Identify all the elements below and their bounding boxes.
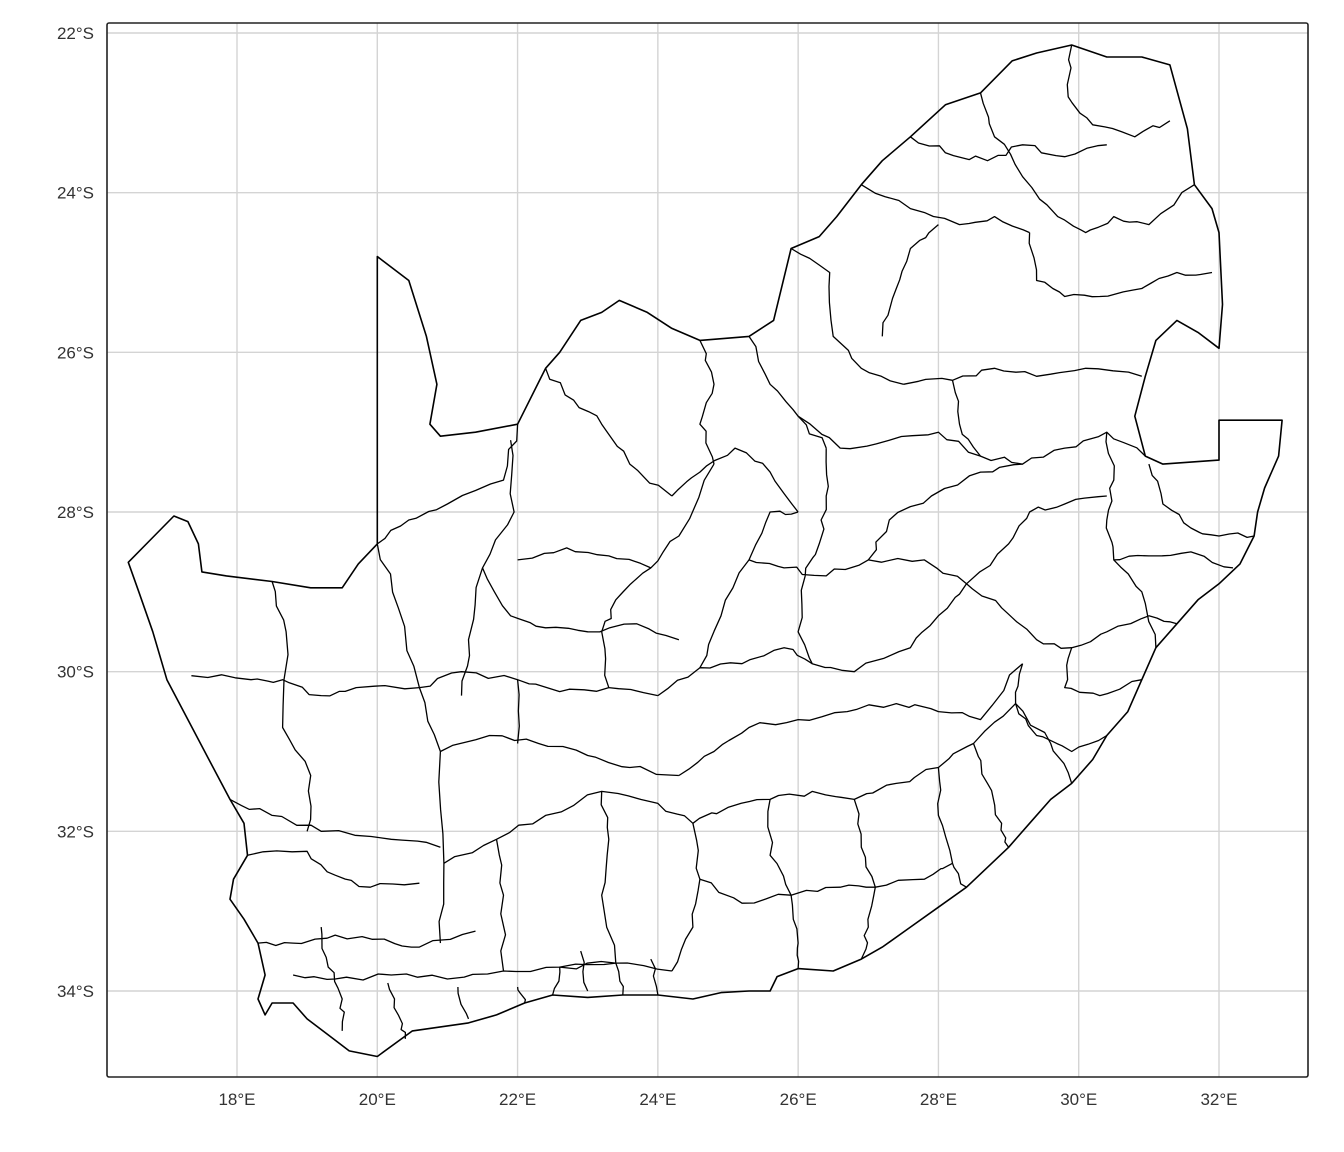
municipality-boundary [376, 424, 519, 545]
municipality-boundary [867, 463, 1023, 561]
municipality-boundary [881, 224, 939, 337]
municipality-boundary [229, 798, 441, 848]
x-tick-label: 26°E [780, 1090, 817, 1109]
x-tick-label: 22°E [499, 1090, 536, 1109]
x-tick-label: 18°E [218, 1090, 255, 1109]
y-tick-label: 24°S [57, 184, 94, 203]
graticule [107, 23, 1308, 1077]
map-panel-border [106, 22, 1309, 1078]
municipality-boundary [678, 663, 1024, 777]
y-tick-label: 32°S [57, 822, 94, 841]
municipality-boundary [699, 340, 715, 465]
municipality-boundary [671, 447, 799, 513]
municipality-boundary [699, 862, 953, 904]
y-tick-label: 28°S [57, 503, 94, 522]
municipality-boundary [495, 839, 507, 972]
municipality-boundary [460, 440, 515, 696]
municipality-boundary [292, 962, 672, 981]
municipality-boundary [191, 674, 420, 697]
municipality-boundary [443, 790, 694, 864]
municipality-boundary [1148, 463, 1255, 539]
x-tick-label: 30°E [1060, 1090, 1097, 1109]
municipality-boundary [972, 743, 1010, 848]
municipality-boundary [457, 986, 470, 1020]
municipality-boundary [247, 850, 420, 888]
municipality-boundary [804, 448, 829, 576]
y-tick-label: 30°S [57, 663, 94, 682]
municipality-boundary [481, 567, 680, 641]
country-outline [127, 44, 1283, 1058]
municipality-boundary [551, 960, 624, 996]
municipality-boundary [517, 547, 652, 569]
municipality-boundary [650, 958, 659, 996]
municipality-boundary [966, 495, 1107, 585]
municipality-boundary [748, 557, 967, 585]
municipality-boundary [1028, 232, 1213, 298]
x-tick-label: 28°E [920, 1090, 957, 1109]
municipality-boundary [1015, 703, 1073, 784]
y-tick-label: 22°S [57, 24, 94, 43]
municipality-boundary [271, 581, 312, 832]
municipality-boundary [860, 184, 1030, 234]
municipality-boundary [516, 986, 527, 1004]
y-tick-label: 26°S [57, 343, 94, 362]
municipal-boundaries [191, 44, 1255, 1039]
y-axis-ticks: 22°S 24°S 26°S 28°S 30°S 32°S 34°S [57, 24, 94, 1001]
municipality-boundary [387, 982, 407, 1039]
municipality-boundary [544, 368, 673, 497]
municipality-boundary [376, 543, 445, 944]
municipality-boundary [979, 92, 1195, 234]
municipality-boundary [440, 734, 679, 777]
x-tick-label: 24°E [639, 1090, 676, 1109]
municipality-boundary [580, 950, 589, 992]
municipality-boundary [671, 823, 701, 972]
municipality-boundary [1113, 551, 1234, 569]
municipality-boundary [419, 671, 659, 697]
municipality-boundary [601, 463, 715, 688]
municipality-boundary [797, 575, 968, 673]
municipality-boundary [790, 247, 904, 385]
x-tick-label: 20°E [359, 1090, 396, 1109]
municipality-boundary [903, 367, 1142, 385]
municipality-boundary [910, 136, 1107, 162]
municipality-boundary [1066, 44, 1171, 138]
x-axis-ticks: 18°E 20°E 22°E 24°E 26°E 28°E 30°E 32°E [218, 1090, 1237, 1109]
municipality-boundary [320, 927, 345, 1031]
municipality-boundary [600, 791, 617, 964]
municipality-boundary [1014, 663, 1108, 753]
municipality-boundary [937, 767, 967, 888]
municipality-boundary [748, 336, 827, 449]
municipality-boundary [1105, 432, 1157, 648]
municipality-boundary [1064, 647, 1142, 697]
x-tick-label: 32°E [1200, 1090, 1237, 1109]
y-tick-label: 34°S [57, 982, 94, 1001]
municipality-boundary [797, 415, 981, 457]
municipality-boundary [257, 930, 476, 948]
municipality-boundary [657, 647, 813, 697]
municipality-boundary [516, 679, 520, 744]
